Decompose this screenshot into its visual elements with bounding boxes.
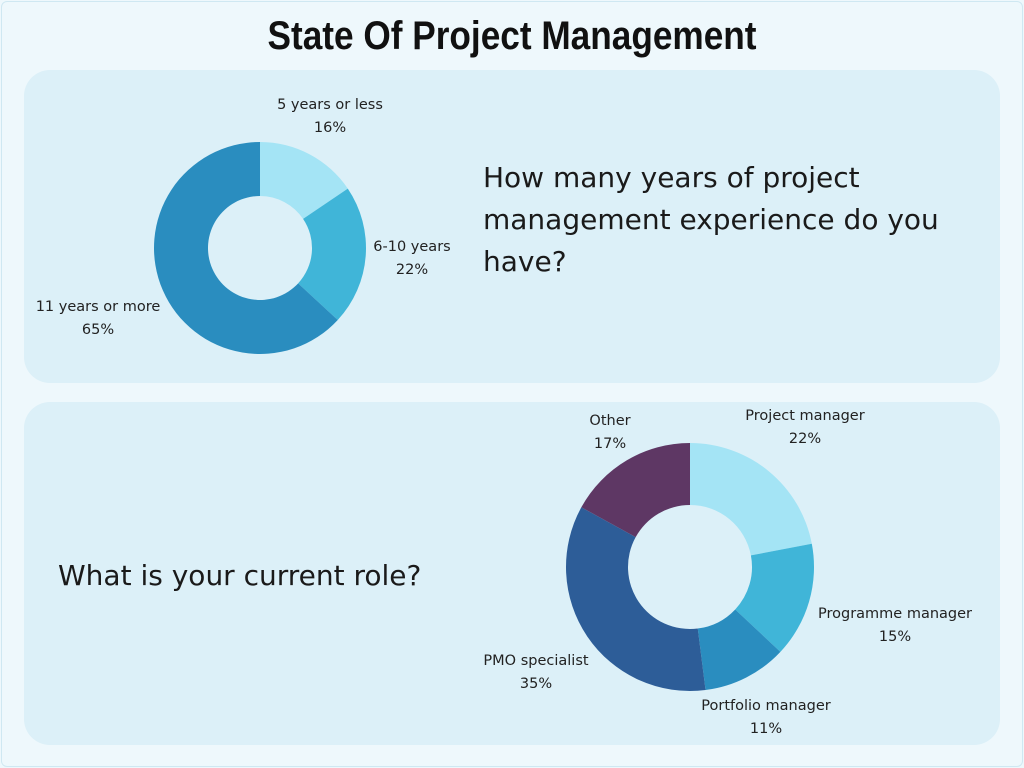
donut-slice-project-manager: [690, 443, 812, 556]
donut-slice-pmo-specialist: [565, 507, 706, 691]
slice-label-project-manager: Project manager 22%: [745, 408, 865, 447]
donut-slice-6-10-years: [298, 188, 366, 321]
slice-label-programme-manager: Programme manager 15%: [817, 606, 973, 645]
question-experience: How many years of project management exp…: [483, 161, 939, 278]
slice-label-6-10-years: 6-10 years 22%: [373, 239, 451, 278]
slice-label-portfolio-manager: Portfolio manager 11%: [701, 698, 831, 737]
slice-label-11-years-or-more: 11 years or more 65%: [35, 299, 161, 338]
donut-slice-other: [581, 443, 690, 538]
donut-slice-5-years-or-less: [260, 142, 348, 219]
donut-slice-11-years-or-more: [154, 142, 338, 354]
page-title: State Of Project Management: [267, 14, 757, 58]
donut-slice-portfolio-manager: [697, 609, 781, 691]
slice-label-pmo-specialist: PMO specialist 35%: [483, 653, 589, 692]
question-role: What is your current role?: [58, 559, 422, 592]
slice-label-5-years-or-less: 5 years or less 16%: [277, 97, 383, 136]
slice-label-other: Other 17%: [589, 413, 631, 452]
donut-slice-programme-manager: [735, 543, 814, 652]
panel-role: [24, 402, 1000, 745]
